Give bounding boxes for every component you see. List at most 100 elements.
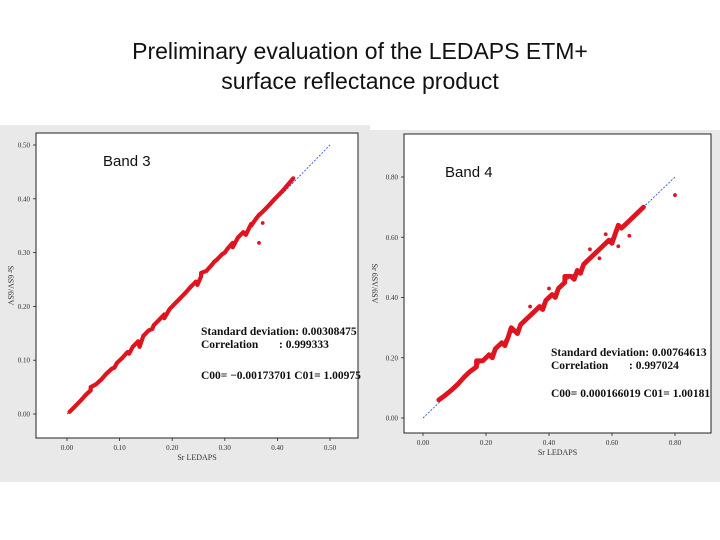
band-4-data-point: [569, 274, 573, 279]
band-4-data-point: [528, 304, 532, 309]
band-4-plot-area: [403, 133, 712, 434]
slide-title: Preliminary evaluation of the LEDAPS ETM…: [0, 36, 720, 96]
band-4-data-point: [436, 398, 441, 402]
band-3-data-point: [157, 317, 161, 322]
band-3-data-point: [151, 323, 156, 328]
band-4-data-point: [540, 307, 545, 312]
band-4-coefficients: C00= 0.000166019 C01= 1.00181: [551, 388, 711, 400]
band-3-data-point: [257, 241, 261, 245]
band-4-data-point: [616, 244, 621, 249]
band-4-data-point: [619, 226, 624, 231]
band-3-coefficients: C00= −0.00173701 C01= 1.00975: [201, 370, 361, 382]
band-3-data-point: [120, 356, 125, 360]
band-4-data-point: [449, 388, 454, 393]
band-3-stats: Standard deviation: 0.00308475 Correlati…: [201, 326, 357, 352]
band-4-data-point: [627, 233, 632, 238]
band-3-data-point: [130, 344, 135, 349]
band-3-data-point: [243, 232, 248, 237]
band-3-y-tick-label: 0.10: [18, 357, 31, 365]
band-4-data-point: [503, 343, 507, 348]
title-line-1: Preliminary evaluation of the LEDAPS ETM…: [132, 38, 588, 64]
band-3-data-point: [172, 301, 177, 306]
band-4-data-point: [616, 223, 621, 228]
band-4-data-point: [480, 358, 485, 363]
band-4-data-point: [550, 292, 555, 297]
band-3-data-point: [272, 196, 277, 201]
band-3-data-point: [146, 328, 151, 333]
band-3-data-point: [175, 299, 180, 303]
band-4-data-point: [553, 295, 558, 300]
band-4-label: Band 4: [445, 164, 493, 181]
band-4-data-point: [594, 250, 599, 255]
band-4-data-point: [603, 232, 608, 237]
band-4-y-tick-label: 0.00: [386, 415, 399, 423]
band-3-data-point: [209, 263, 214, 267]
band-4-data-point: [443, 393, 447, 398]
band-4-y-tick-label: 0.60: [386, 234, 399, 242]
band-4-data-point: [468, 369, 473, 374]
band-4-y-axis-label: Sr 6SV/6SV: [370, 264, 379, 304]
band-3-data-point: [291, 176, 296, 181]
band-4-x-tick-label: 0.60: [606, 439, 619, 447]
band-4-data-point: [610, 241, 614, 246]
band-3-data-point: [137, 344, 142, 349]
band-3-data-point: [199, 274, 204, 279]
band-3-data-point: [136, 339, 140, 344]
band-4-x-tick-label: 0.40: [543, 439, 556, 447]
band-4-scatter-chart: 0.00 0.20 0.40 0.60 0.80 0.00 0.20 0.40 0.60 0.80…: [370, 133, 712, 457]
band-4-data-point: [543, 298, 548, 303]
band-3-data-point: [204, 268, 209, 273]
band-3-data-point: [127, 351, 131, 356]
band-4-x-axis-label: Sr LEDAPS: [538, 448, 577, 457]
band-3-scatter-panel: 0.00 0.10 0.20 0.30 0.40 0.50 0.00 0.10 0.20 0.30…: [0, 125, 370, 482]
band-4-data-point: [581, 262, 586, 267]
band-4-x-tick-label: 0.80: [669, 439, 682, 447]
band-4-data-point: [506, 335, 510, 340]
band-3-scatter-chart: 0.00 0.10 0.20 0.30 0.40 0.50 0.00 0.10 0.20 0.30…: [6, 132, 359, 462]
band-4-data-point: [474, 364, 479, 369]
band-3-data-point: [104, 371, 109, 376]
band-4-data-point: [537, 304, 542, 309]
band-4-data-point: [547, 286, 551, 291]
band-4-data-point: [588, 256, 592, 261]
band-3-data-point: [178, 296, 182, 301]
band-3-data-point: [99, 377, 104, 382]
band-3-data-point: [193, 279, 198, 284]
band-4-y-tick-label: 0.40: [386, 294, 399, 302]
band-3-data-point: [259, 210, 264, 215]
band-3-x-axis-label: Sr LEDAPS: [177, 453, 216, 462]
band-4-data-point: [493, 346, 498, 351]
band-3-x-tick-label: 0.20: [166, 444, 179, 452]
band-3-y-tick-label: 0.40: [18, 195, 31, 203]
band-3-data-point: [162, 316, 167, 321]
band-3-data-point: [94, 382, 98, 387]
band-3-x-tick-label: 0.50: [324, 444, 337, 452]
band-3-y-tick-label: 0.00: [18, 411, 31, 419]
band-3-data-point: [257, 213, 261, 217]
band-3-data-point: [83, 393, 88, 398]
band-3-y-axis-label: Sr 6SV/6SV: [6, 266, 15, 306]
band-4-data-point: [597, 256, 602, 261]
band-3-data-point: [241, 230, 246, 235]
band-4-data-point: [613, 232, 618, 237]
band-3-std-label: Standard deviation: [201, 326, 296, 338]
band-4-data-point: [512, 328, 517, 333]
band-4-data-point: [562, 280, 567, 285]
band-4-data-point: [641, 205, 646, 210]
band-4-data-point: [455, 382, 460, 387]
band-4-corr-label: Correlation: [551, 360, 609, 372]
band-4-data-point: [487, 352, 492, 357]
band-4-data-point: [474, 358, 479, 363]
band-4-data-point: [588, 247, 592, 252]
band-3-corr-value: : 0.999333: [279, 339, 329, 351]
band-3-label: Band 3: [103, 153, 151, 170]
band-3-data-point: [215, 257, 219, 262]
band-4-data-point: [490, 355, 495, 360]
band-3-data-point: [225, 246, 230, 251]
band-3-data-point: [67, 409, 72, 414]
band-3-data-point: [280, 188, 285, 193]
band-4-corr-value: : 0.997024: [629, 360, 679, 372]
band-3-x-tick-label: 0.40: [271, 444, 284, 452]
band-3-x-tick-label: 0.10: [113, 444, 126, 452]
band-3-data-point: [236, 235, 240, 240]
